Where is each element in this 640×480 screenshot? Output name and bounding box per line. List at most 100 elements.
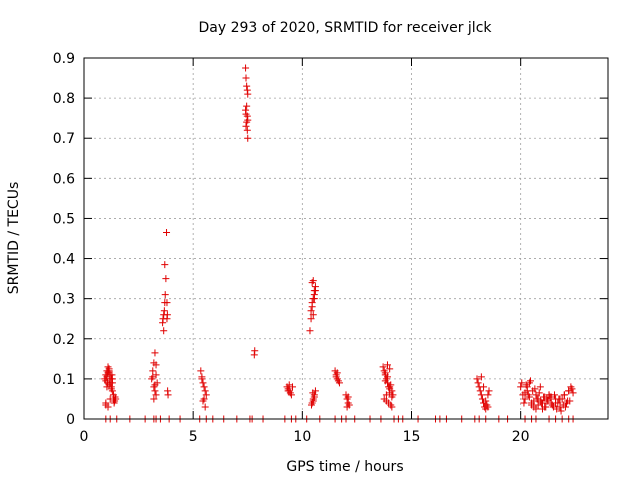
- data-point: [162, 275, 170, 283]
- data-point: [381, 377, 389, 385]
- data-point: [243, 126, 251, 134]
- x-tick-label: 15: [403, 429, 421, 445]
- y-tick-label: 0.7: [53, 131, 75, 147]
- data-point: [381, 369, 389, 377]
- x-axis-label: GPS time / hours: [286, 459, 403, 475]
- data-point: [243, 82, 251, 90]
- data-point: [529, 387, 537, 395]
- data-point: [521, 395, 529, 403]
- data-point: [307, 307, 315, 315]
- data-point: [202, 391, 210, 399]
- data-point: [480, 383, 488, 391]
- data-point: [152, 361, 160, 369]
- data-point: [333, 369, 341, 377]
- data-point: [383, 373, 391, 381]
- y-axis-ticks: 0 0.1 0.2 0.3 0.4 0.5 0.6 0.7 0.8 0.9: [53, 51, 608, 428]
- x-tick-label: 0: [80, 429, 89, 445]
- data-point: [251, 347, 259, 355]
- data-point: [518, 379, 526, 387]
- plot-frame: [83, 57, 609, 420]
- data-point: [536, 397, 544, 405]
- data-point: [104, 379, 112, 387]
- data-point: [309, 277, 317, 285]
- data-point: [526, 377, 534, 385]
- data-point: [161, 261, 169, 269]
- y-tick-label: 0.2: [53, 332, 75, 348]
- data-point: [307, 315, 315, 323]
- data-point: [152, 391, 160, 399]
- x-tick-label: 10: [293, 429, 311, 445]
- data-point: [199, 379, 207, 387]
- data-point: [556, 395, 564, 403]
- data-point: [477, 391, 485, 399]
- data-point: [545, 391, 553, 399]
- data-point: [201, 403, 209, 411]
- data-point: [484, 391, 492, 399]
- data-point: [534, 401, 542, 409]
- data-point: [163, 299, 171, 307]
- data-point: [482, 397, 490, 405]
- data-point: [528, 401, 536, 409]
- data-point: [564, 397, 572, 405]
- y-axis-label: SRMTID / TECUs: [6, 182, 22, 295]
- data-point: [150, 395, 158, 403]
- data-point: [386, 365, 394, 373]
- data-point: [520, 399, 528, 407]
- data-point: [111, 393, 119, 401]
- data-point: [557, 407, 565, 415]
- data-point: [107, 385, 115, 393]
- data-point: [383, 361, 391, 369]
- chart-title: Day 293 of 2020, SRMTID for receiver jlc…: [199, 20, 493, 36]
- data-point: [244, 90, 252, 98]
- data-point: [198, 373, 206, 381]
- data-point: [565, 387, 573, 395]
- data-point: [543, 397, 551, 405]
- y-tick-label: 0: [66, 412, 75, 428]
- data-point: [308, 401, 316, 409]
- data-point: [164, 391, 172, 399]
- y-tick-label: 0.9: [53, 51, 75, 67]
- data-point: [541, 393, 549, 401]
- data-point: [388, 393, 396, 401]
- data-point: [532, 405, 540, 413]
- y-tick-label: 0.4: [53, 252, 75, 268]
- data-point: [151, 387, 159, 395]
- data-point: [104, 369, 112, 377]
- data-point: [523, 383, 531, 391]
- data-point: [285, 381, 293, 389]
- data-point: [485, 387, 493, 395]
- data-point: [332, 373, 340, 381]
- data-point: [517, 383, 525, 391]
- data-point: [284, 387, 292, 395]
- data-point: [386, 383, 394, 391]
- grid: [84, 58, 608, 419]
- data-point: [243, 102, 251, 110]
- data-point: [200, 383, 208, 391]
- data-point: [102, 401, 110, 409]
- x-tick-label: 5: [189, 429, 198, 445]
- data-point: [311, 287, 319, 295]
- y-tick-label: 0.6: [53, 171, 75, 187]
- data-point: [344, 393, 352, 401]
- data-point: [309, 311, 317, 319]
- data-point: [105, 365, 113, 373]
- data-point: [151, 349, 159, 357]
- data-point: [476, 387, 484, 395]
- data-point: [539, 405, 546, 413]
- y-tick-label: 0.8: [53, 91, 75, 107]
- y-tick-label: 0.5: [53, 211, 75, 227]
- data-point: [309, 397, 317, 405]
- data-point: [473, 375, 481, 383]
- data-point: [163, 228, 171, 236]
- data-point: [160, 327, 168, 335]
- data-point: [388, 403, 396, 411]
- data-point: [106, 375, 114, 383]
- data-point: [242, 74, 250, 82]
- data-point: [521, 389, 529, 397]
- data-point: [244, 134, 252, 142]
- y-tick-label: 0.3: [53, 292, 75, 308]
- data-point: [308, 299, 316, 307]
- data-point: [310, 295, 318, 303]
- data-point: [287, 391, 295, 399]
- data-point: [149, 373, 157, 381]
